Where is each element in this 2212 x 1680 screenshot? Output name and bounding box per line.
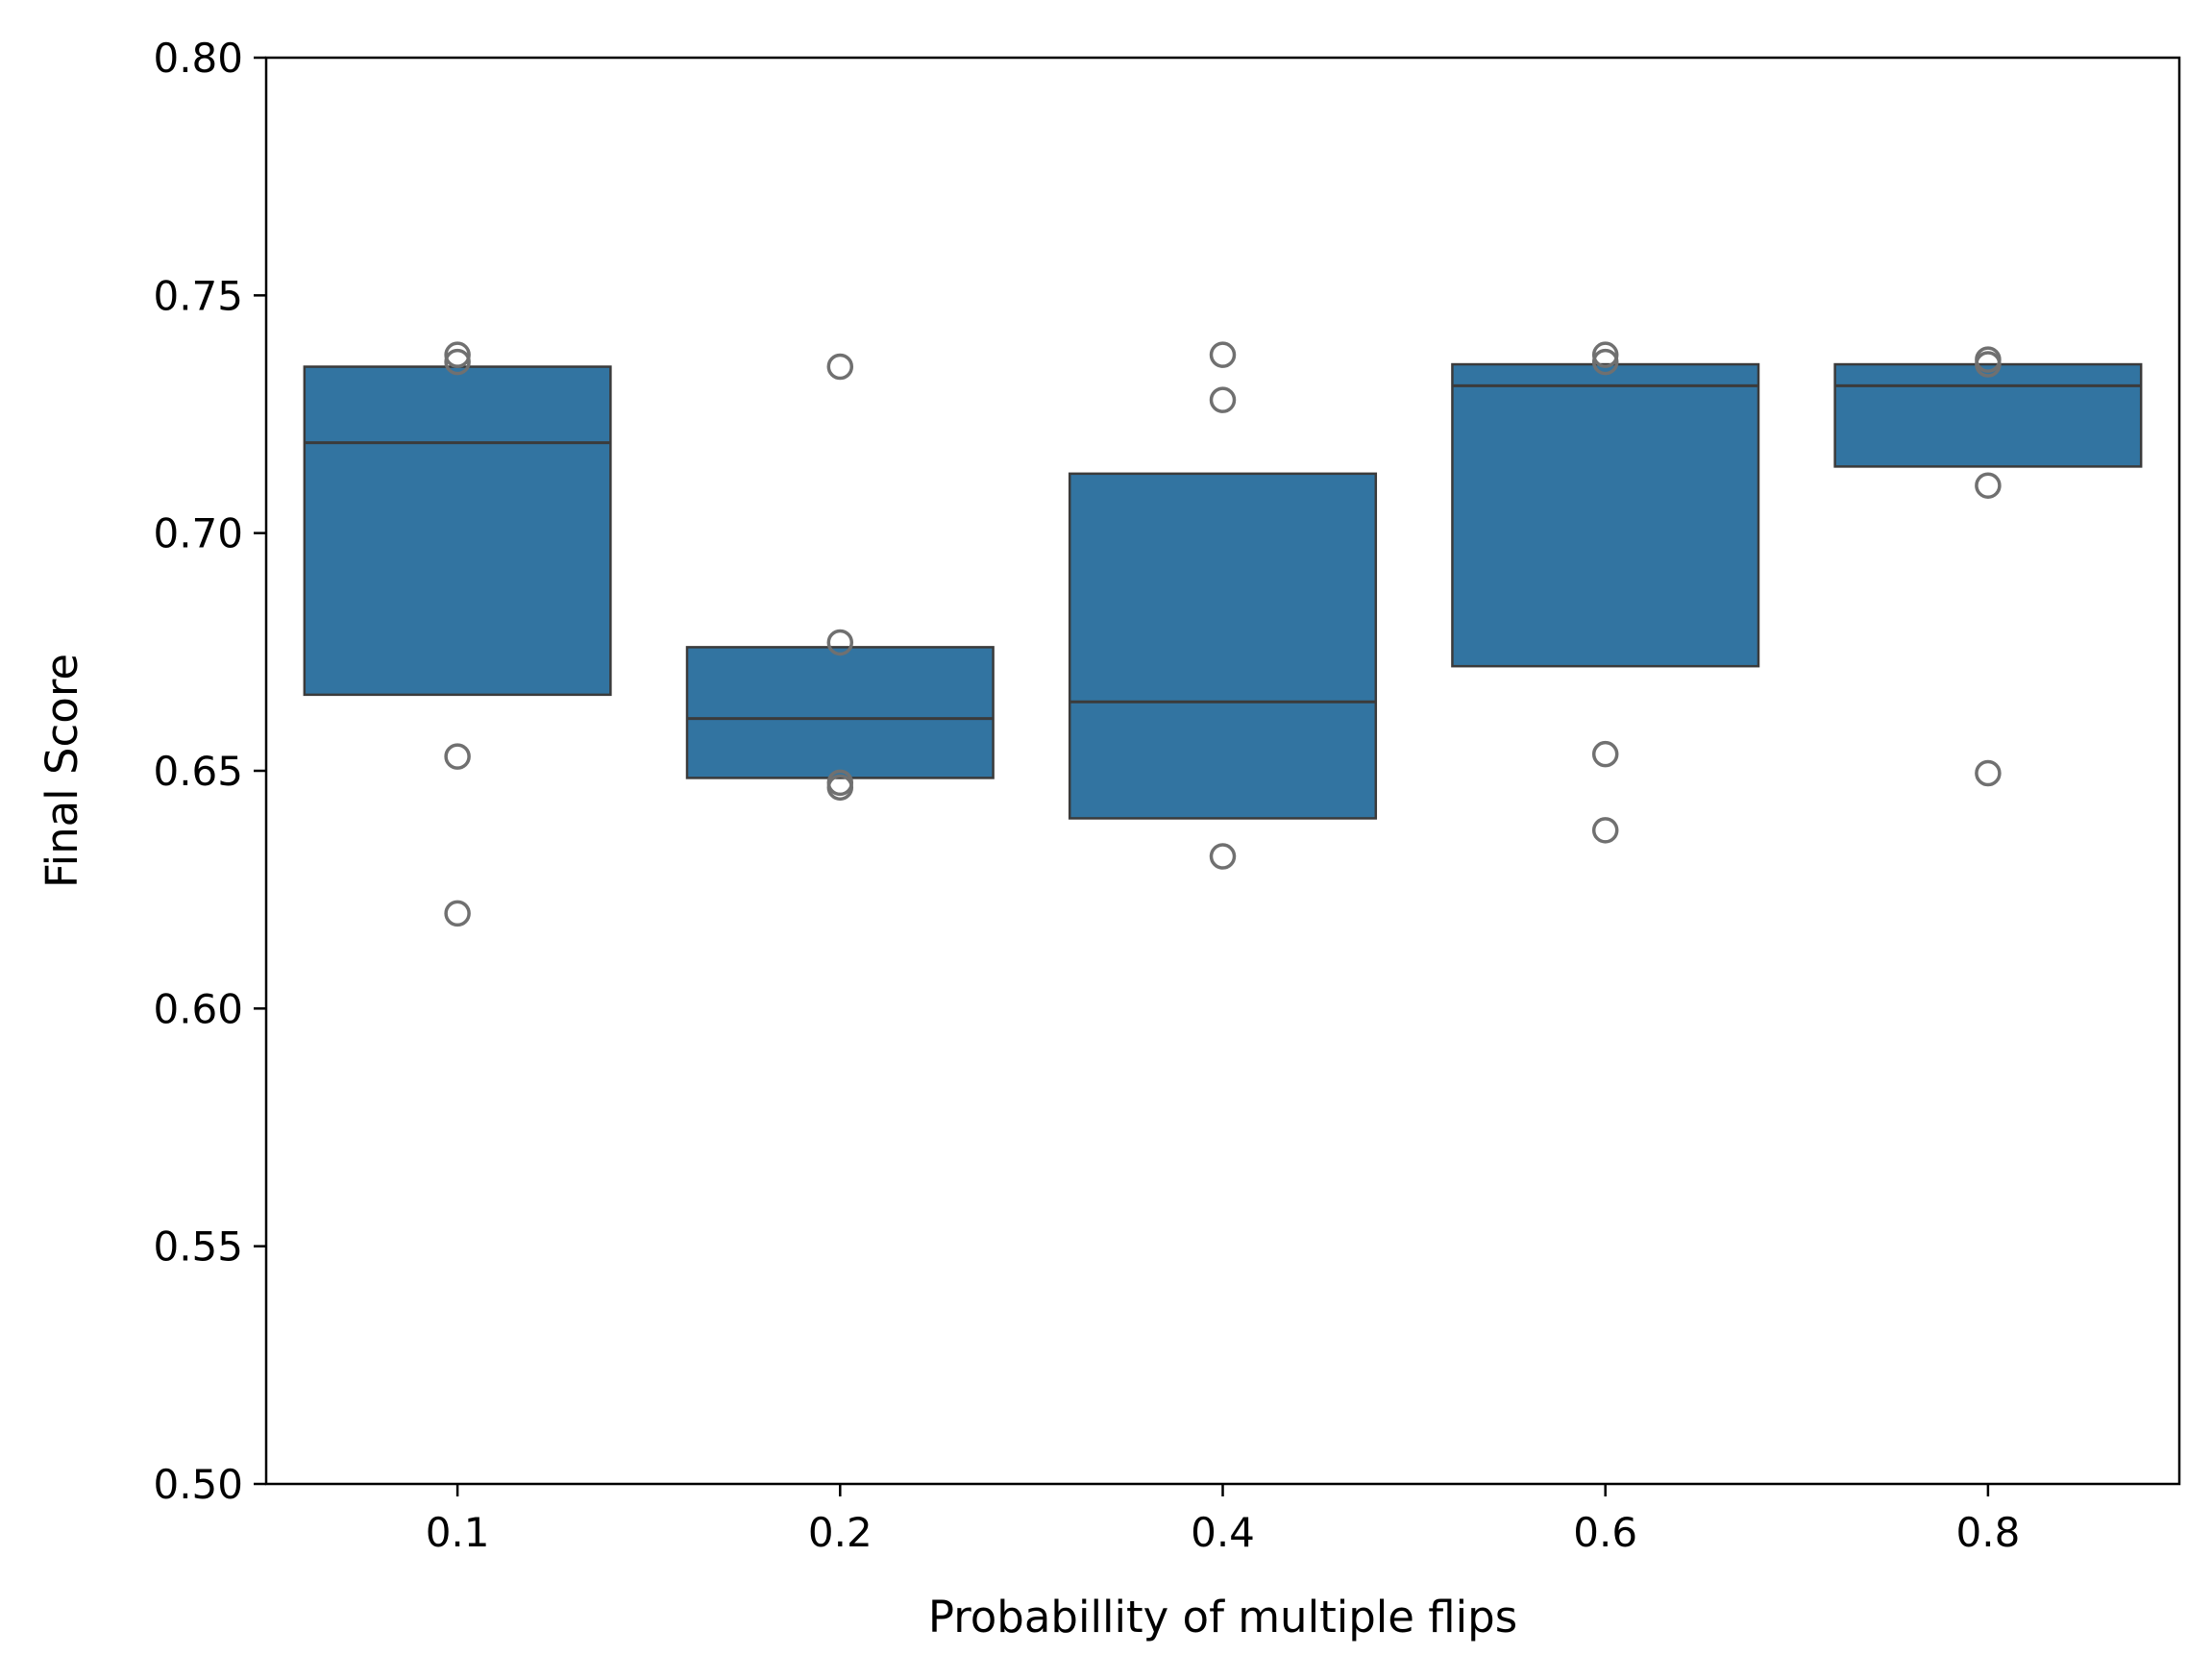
x-tick-label: 0.1	[426, 1509, 490, 1556]
box-group	[1833, 362, 2143, 468]
x-tick-label: 0.8	[1956, 1509, 2021, 1556]
outlier-point	[1591, 348, 1619, 376]
box	[1451, 362, 1760, 668]
outliers-layer	[444, 341, 2002, 927]
box-group	[685, 646, 995, 779]
x-axis: 0.1 0.2 0.4 0.6 0.8	[426, 1484, 2021, 1556]
outlier-point	[1591, 817, 1619, 844]
outlier-point	[826, 353, 854, 381]
outlier-point	[444, 900, 471, 927]
x-tick-label: 0.4	[1191, 1509, 1255, 1556]
outlier-point	[1591, 740, 1619, 768]
y-tick-label: 0.60	[153, 985, 243, 1032]
box-group	[1451, 362, 1760, 668]
box	[303, 365, 612, 697]
boxes-layer	[303, 362, 2143, 820]
box-group	[303, 365, 612, 697]
outlier-point	[826, 629, 854, 656]
x-tick-label: 0.2	[808, 1509, 873, 1556]
y-tick-label: 0.75	[153, 272, 243, 319]
outlier-point	[1975, 351, 2002, 378]
box	[1068, 472, 1378, 820]
box	[1833, 362, 2143, 468]
outlier-point	[1975, 759, 2002, 787]
outlier-point	[1209, 341, 1237, 368]
plot-area-frame	[264, 56, 2181, 1486]
box-group	[1068, 472, 1378, 820]
x-tick-label: 0.6	[1573, 1509, 1637, 1556]
y-tick-label: 0.70	[153, 510, 243, 557]
y-tick-label: 0.55	[153, 1223, 243, 1271]
outlier-point	[444, 341, 471, 368]
outlier-point	[1591, 341, 1619, 368]
y-tick-label: 0.80	[153, 35, 243, 82]
outlier-point	[1209, 843, 1237, 870]
outlier-point	[1209, 386, 1237, 413]
y-tick-label: 0.65	[153, 748, 243, 795]
outlier-point	[1975, 472, 2002, 499]
y-axis-label: Final Score	[37, 654, 87, 888]
x-axis-label: Probabillity of multiple flips	[928, 1592, 1517, 1643]
outlier-point	[444, 743, 471, 770]
outlier-point	[444, 348, 471, 376]
y-tick-label: 0.50	[153, 1461, 243, 1508]
y-axis: 0.50 0.55 0.60 0.65 0.70 0.75 0.80	[153, 35, 266, 1508]
box	[685, 646, 995, 779]
outlier-point	[826, 774, 854, 802]
